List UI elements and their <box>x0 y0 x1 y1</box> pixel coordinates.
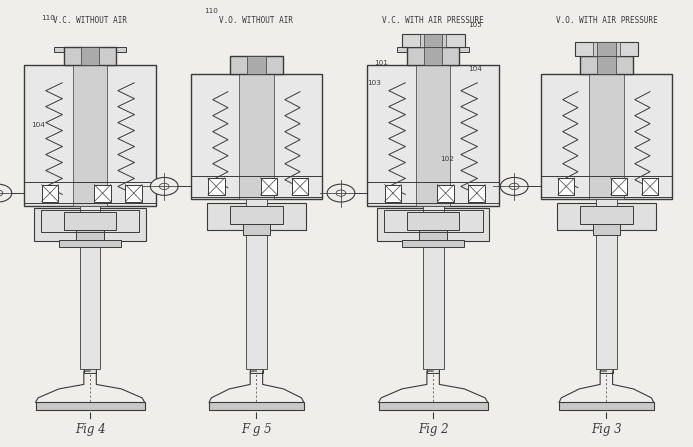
Circle shape <box>159 183 169 190</box>
Bar <box>367 65 499 206</box>
Bar <box>597 42 615 56</box>
Text: 104: 104 <box>31 122 45 128</box>
Bar <box>35 402 145 410</box>
Circle shape <box>0 190 3 196</box>
Bar <box>209 402 304 410</box>
Text: Fig 2: Fig 2 <box>418 422 448 436</box>
Bar <box>64 47 116 65</box>
Bar <box>423 206 444 369</box>
Bar <box>239 74 274 199</box>
Bar <box>557 203 656 230</box>
Bar <box>41 210 139 232</box>
Bar <box>261 178 277 195</box>
Bar <box>597 56 615 74</box>
Bar <box>593 42 620 56</box>
Bar <box>94 185 111 202</box>
Bar <box>403 240 464 247</box>
Bar <box>60 240 121 247</box>
Bar <box>250 199 263 373</box>
Bar <box>80 206 100 369</box>
Bar <box>384 210 482 232</box>
Bar <box>401 34 465 47</box>
Text: V.O. WITH AIR PRESSURE: V.O. WITH AIR PRESSURE <box>556 16 657 25</box>
Bar <box>427 206 439 373</box>
Bar <box>541 74 672 199</box>
Text: 110: 110 <box>42 15 55 21</box>
Bar <box>589 74 624 199</box>
Bar <box>73 65 107 206</box>
Bar <box>243 224 270 235</box>
Bar <box>397 47 469 52</box>
Bar <box>125 185 142 202</box>
Circle shape <box>509 183 519 190</box>
Text: 110: 110 <box>204 8 218 14</box>
Bar <box>24 65 156 206</box>
Bar <box>574 42 638 56</box>
Circle shape <box>336 190 346 196</box>
Text: F g 5: F g 5 <box>241 422 272 436</box>
Bar <box>580 56 633 74</box>
Text: V.O. WITHOUT AIR: V.O. WITHOUT AIR <box>220 16 293 25</box>
Text: 104: 104 <box>468 66 482 72</box>
Circle shape <box>327 184 355 202</box>
Bar <box>437 185 454 202</box>
Bar <box>191 74 322 199</box>
Bar <box>377 208 489 241</box>
Bar <box>230 206 283 224</box>
Bar <box>292 178 308 195</box>
Bar <box>246 199 267 369</box>
Bar <box>559 402 653 410</box>
Bar <box>468 185 485 202</box>
Text: Fig 4: Fig 4 <box>75 422 105 436</box>
Bar <box>208 178 225 195</box>
Text: V.C. WITH AIR PRESSURE: V.C. WITH AIR PRESSURE <box>383 16 484 25</box>
Text: 105: 105 <box>468 21 482 28</box>
Bar <box>385 185 401 202</box>
Bar <box>642 178 658 195</box>
Bar <box>34 208 146 241</box>
Bar <box>407 212 459 230</box>
Text: 103: 103 <box>367 80 381 86</box>
Circle shape <box>500 177 528 195</box>
Bar <box>54 47 126 52</box>
Bar <box>76 230 104 241</box>
Bar <box>84 206 96 373</box>
Bar <box>81 47 100 65</box>
Circle shape <box>0 184 12 202</box>
Text: Fig 3: Fig 3 <box>591 422 622 436</box>
Circle shape <box>150 177 178 195</box>
Bar <box>611 178 627 195</box>
Bar <box>42 185 58 202</box>
Bar <box>207 203 306 230</box>
Bar <box>580 206 633 224</box>
Bar <box>424 34 443 47</box>
Bar <box>230 56 283 74</box>
Bar <box>407 47 459 65</box>
Text: 101: 101 <box>374 59 388 66</box>
Bar <box>593 224 620 235</box>
Bar <box>420 34 446 47</box>
Bar <box>247 56 265 74</box>
Bar <box>378 402 488 410</box>
Text: V.C. WITHOUT AIR: V.C. WITHOUT AIR <box>53 16 127 25</box>
Text: 102: 102 <box>440 156 454 162</box>
Bar <box>419 230 447 241</box>
Bar <box>64 212 116 230</box>
Bar <box>416 65 450 206</box>
Bar <box>600 199 613 373</box>
Bar <box>596 199 617 369</box>
Bar <box>424 47 443 65</box>
Bar <box>558 178 574 195</box>
